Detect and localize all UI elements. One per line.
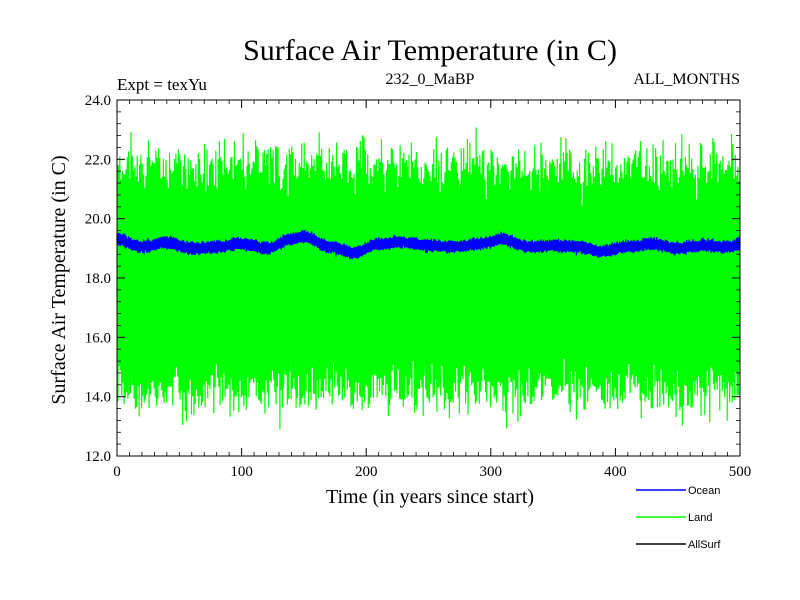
legend-label-land: Land (688, 512, 712, 524)
chart-subtitle-center: 232_0_MaBP (386, 71, 475, 88)
y-tick-label: 16.0 (85, 330, 111, 346)
chart-subtitle-right: ALL_MONTHS (633, 71, 740, 88)
x-tick-label: 200 (355, 464, 378, 480)
x-axis-label: Time (in years since start) (326, 486, 534, 508)
x-tick-label: 0 (113, 464, 121, 480)
legend-label-ocean: Ocean (688, 485, 720, 497)
y-tick-label: 12.0 (85, 449, 111, 465)
y-tick-label: 18.0 (85, 271, 111, 287)
land-series (116, 127, 741, 430)
ocean-series (116, 229, 741, 260)
y-axis-label: Surface Air Temperature (in C) (48, 155, 70, 404)
x-tick-label: 100 (230, 464, 253, 480)
y-tick-label: 22.0 (85, 152, 111, 168)
x-tick-label: 400 (604, 464, 627, 480)
y-tick-label: 20.0 (85, 212, 111, 228)
y-tick-label: 14.0 (85, 390, 111, 406)
chart-subtitle-left: Expt = texYu (117, 75, 207, 94)
legend: Ocean Land AllSurf (636, 485, 721, 551)
x-tick-label: 500 (729, 464, 752, 480)
y-tick-label: 24.0 (85, 93, 111, 109)
ticks: 0 100 200 300 400 500 12.0 14.0 16.0 18.0 20.0 22.0… (85, 93, 752, 480)
chart-title: Surface Air Temperature (in C) (243, 34, 617, 67)
ocean-line (116, 229, 741, 260)
land-line (116, 127, 741, 430)
legend-label-allsurf: AllSurf (688, 539, 721, 551)
x-tick-label: 300 (480, 464, 503, 480)
